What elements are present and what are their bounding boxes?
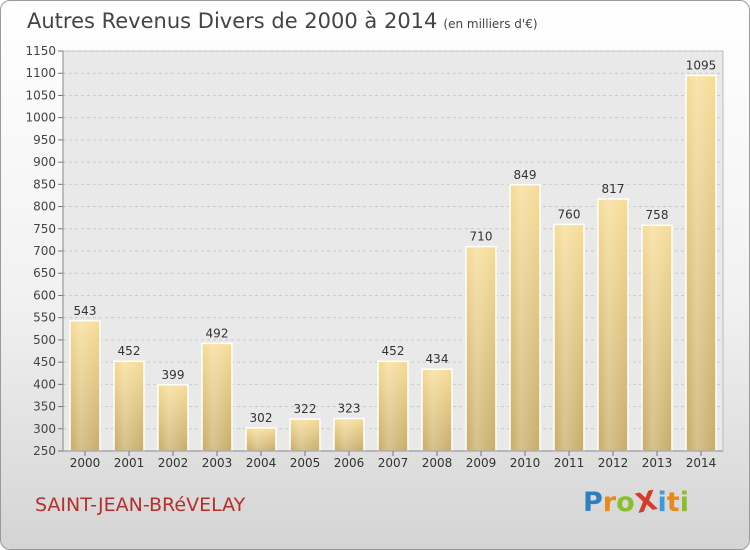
x-axis: 2000 2001 2002 2003 2004 2005 2006 2007 2008 2009… [63,450,723,470]
y-tick-label: 1000 [25,111,56,125]
x-tick-label: 2008 [422,456,453,470]
y-tick-label: 400 [33,377,56,391]
y-tick-label: 600 [33,288,56,302]
y-tick-label: 850 [33,177,56,191]
bar-highlight [159,385,187,450]
y-tick-label: 450 [33,355,56,369]
x-tick-label: 2010 [510,456,541,470]
logo-letter: i [679,487,689,518]
x-tick-label: 2000 [70,456,101,470]
bar-highlight [291,420,319,450]
logo-letter: X [632,485,660,520]
y-tick-label: 900 [33,155,56,169]
bar-highlight [423,370,451,450]
y-tick-label: 500 [33,333,56,347]
x-tick-label: 2012 [598,456,629,470]
x-tick-label: 2014 [686,456,717,470]
bar-highlight [379,362,407,450]
chart-title: Autres Revenus Divers de 2000 à 2014 [27,9,438,33]
x-tick-label: 2006 [334,456,365,470]
commune-name: SAINT-JEAN-BRéVELAY [35,494,246,516]
x-tick-label: 2004 [246,456,277,470]
data-label: 399 [162,368,185,382]
y-tick-label: 650 [33,266,56,280]
y-tick-label: 300 [33,422,56,436]
data-label: 452 [118,344,141,358]
data-label: 817 [602,182,625,196]
bar-highlight [599,200,627,450]
data-label: 323 [338,402,361,416]
logo-letter: r [602,487,617,518]
data-label: 849 [514,168,537,182]
data-label: 452 [382,344,405,358]
x-tick-label: 2013 [642,456,673,470]
data-label: 322 [294,402,317,416]
data-label: 1095 [686,58,717,72]
y-tick-label: 1050 [25,88,56,102]
x-tick-label: 2009 [466,456,497,470]
y-tick-label: 1100 [25,66,56,80]
bar-highlight [203,344,231,450]
bar-highlight [247,428,275,450]
y-tick-label: 950 [33,133,56,147]
x-tick-label: 2002 [158,456,189,470]
logo-letter: o [616,487,635,518]
data-labels: 543 452 399 492 302 322 323 452 434 710 849 760 817 7… [74,58,717,424]
x-tick-label: 2001 [114,456,145,470]
bar-highlight [643,226,671,450]
data-label: 760 [558,207,581,221]
chart-title-block: Autres Revenus Divers de 2000 à 2014 (en … [27,9,538,33]
proxiti-logo: ProXiti [583,485,689,520]
bar-highlight [115,362,143,450]
bar-highlight [511,185,539,450]
y-axis: 250 300 350 400 450 500 550 600 650 700 750 800 850 9… [25,44,64,458]
bar-highlight [71,321,99,450]
y-tick-label: 700 [33,244,56,258]
bars [69,74,717,452]
y-tick-label: 800 [33,200,56,214]
x-tick-label: 2005 [290,456,321,470]
logo-letter: P [583,487,603,518]
data-label: 434 [426,352,449,366]
data-label: 543 [74,304,97,318]
y-tick-label: 750 [33,222,56,236]
y-tick-label: 350 [33,400,56,414]
y-tick-label: 250 [33,444,56,458]
x-tick-label: 2011 [554,456,585,470]
bar-highlight [687,76,715,450]
logo-letter: t [666,487,680,518]
data-label: 492 [206,326,229,340]
y-tick-label: 1150 [25,44,56,58]
x-tick-label: 2007 [378,456,409,470]
x-tick-label: 2003 [202,456,233,470]
y-tick-label: 550 [33,311,56,325]
data-label: 710 [470,230,493,244]
unit-label: (en milliers d'€) [443,17,538,31]
data-label: 758 [646,208,669,222]
bar-highlight [467,247,495,450]
data-label: 302 [250,411,273,425]
logo-letter: i [657,487,667,518]
bar-highlight [335,419,363,450]
bar-highlight [555,225,583,450]
